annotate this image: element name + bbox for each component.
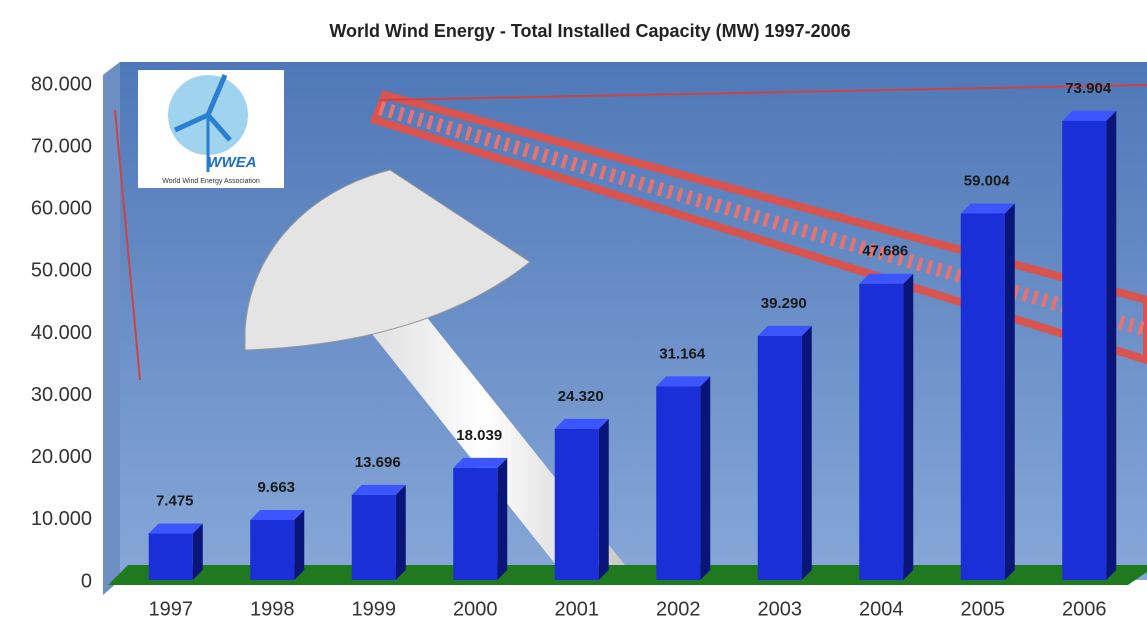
x-tick-label: 1999 bbox=[352, 598, 397, 620]
y-tick-label: 30.000 bbox=[31, 384, 92, 406]
y-tick-label: 40.000 bbox=[31, 322, 92, 344]
x-tick-label: 2006 bbox=[1062, 598, 1107, 620]
x-tick-label: 2002 bbox=[656, 598, 701, 620]
bar bbox=[859, 283, 904, 580]
value-label: 18.039 bbox=[456, 427, 502, 444]
value-label: 9.663 bbox=[257, 479, 295, 496]
y-tick-label: 0 bbox=[81, 570, 92, 592]
bar bbox=[960, 213, 1005, 580]
bar-side bbox=[700, 376, 711, 580]
logo-blades bbox=[173, 74, 232, 142]
bar-side bbox=[294, 509, 305, 580]
y-tick-label: 10.000 bbox=[31, 508, 92, 530]
value-label: 47.686 bbox=[862, 243, 908, 260]
bar-side bbox=[192, 523, 203, 580]
y-tick-label: 50.000 bbox=[31, 260, 92, 282]
bar-top bbox=[656, 376, 711, 387]
value-label: 13.696 bbox=[355, 454, 401, 471]
bar-top bbox=[757, 325, 812, 336]
chart-title: World Wind Energy - Total Installed Capa… bbox=[329, 21, 850, 41]
bar-side bbox=[395, 484, 406, 580]
value-label: 7.475 bbox=[156, 493, 194, 510]
bar-top bbox=[351, 484, 406, 495]
value-label: 73.904 bbox=[1065, 80, 1112, 97]
x-tick-label: 2001 bbox=[555, 598, 600, 620]
bar-side bbox=[497, 457, 508, 580]
x-tick-label: 1997 bbox=[149, 598, 194, 620]
logo-subtitle: World Wind Energy Association bbox=[162, 178, 260, 185]
x-tick-label: 1998 bbox=[250, 598, 295, 620]
value-label: 59.004 bbox=[964, 172, 1011, 189]
bar bbox=[554, 428, 599, 580]
x-tick-label: 2005 bbox=[961, 598, 1006, 620]
y-tick-label: 70.000 bbox=[31, 135, 92, 157]
value-label: 24.320 bbox=[558, 388, 604, 405]
y-tick-label: 60.000 bbox=[31, 198, 92, 220]
crane-cable bbox=[379, 84, 1147, 101]
bar-top bbox=[250, 509, 305, 520]
bar-top bbox=[859, 273, 914, 284]
y-tick-label: 80.000 bbox=[31, 73, 92, 95]
bar bbox=[757, 335, 802, 580]
logo-title: WWEA bbox=[207, 154, 256, 171]
bar bbox=[250, 519, 295, 580]
bar-top bbox=[554, 418, 609, 429]
turbine-nacelle bbox=[244, 169, 531, 351]
x-tick-label: 2004 bbox=[859, 598, 904, 620]
x-tick-label: 2000 bbox=[453, 598, 498, 620]
bar-side bbox=[801, 325, 812, 580]
bar-side bbox=[1004, 203, 1015, 580]
bar bbox=[453, 467, 498, 580]
bar-side bbox=[903, 273, 914, 580]
crane-cable bbox=[114, 109, 141, 381]
value-label: 39.290 bbox=[761, 295, 807, 312]
bar-top bbox=[1062, 110, 1117, 121]
bar bbox=[1062, 120, 1107, 580]
bar bbox=[351, 494, 396, 580]
bar-side bbox=[1106, 110, 1117, 580]
side-wall bbox=[103, 62, 120, 595]
bar-top bbox=[148, 523, 203, 534]
bar-side bbox=[598, 418, 609, 580]
x-tick-label: 2003 bbox=[758, 598, 803, 620]
bar bbox=[656, 386, 701, 580]
value-label: 31.164 bbox=[659, 345, 706, 362]
y-tick-label: 20.000 bbox=[31, 446, 92, 468]
bar-top bbox=[453, 457, 508, 468]
bar-top bbox=[960, 203, 1015, 214]
crane-lattice bbox=[378, 101, 1147, 337]
bar bbox=[148, 533, 193, 580]
